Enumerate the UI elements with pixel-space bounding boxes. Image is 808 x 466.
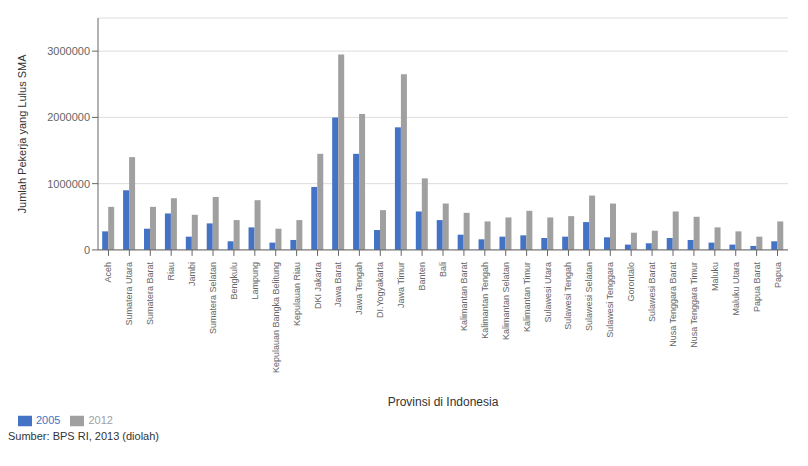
svg-text:Bengkulu: Bengkulu xyxy=(229,262,239,300)
svg-text:Banten: Banten xyxy=(417,262,427,291)
svg-text:Nusa Tenggara Timur: Nusa Tenggara Timur xyxy=(689,262,699,348)
svg-text:Aceh: Aceh xyxy=(103,262,113,283)
svg-text:Provinsi di Indonesia: Provinsi di Indonesia xyxy=(388,395,499,409)
svg-text:Bali: Bali xyxy=(438,262,448,277)
html-text:2012: 2012 xyxy=(88,413,113,426)
svg-text:3000000: 3000000 xyxy=(47,45,90,57)
svg-text:Jawa Tengah: Jawa Tengah xyxy=(354,262,364,315)
svg-text:Jawa Timur: Jawa Timur xyxy=(396,262,406,308)
svg-text:Sulawesi Selatan: Sulawesi Selatan xyxy=(584,262,594,331)
svg-text:Jawa Barat: Jawa Barat xyxy=(333,261,343,307)
svg-text:DKI Jakarta: DKI Jakarta xyxy=(313,262,323,309)
svg-text:2000000: 2000000 xyxy=(47,111,90,123)
svg-text:Riau: Riau xyxy=(166,262,176,281)
svg-text:Sumatera Utara: Sumatera Utara xyxy=(124,262,134,326)
svg-text:Sulawesi Tengah: Sulawesi Tengah xyxy=(563,262,573,330)
svg-text:Gorontalo: Gorontalo xyxy=(626,262,636,302)
html-text:2005: 2005 xyxy=(36,413,61,426)
svg-text:1000000: 1000000 xyxy=(47,178,90,190)
svg-text:0: 0 xyxy=(84,244,90,256)
html-text:Sumber: BPS RI, 2013 (diolah): Sumber: BPS RI, 2013 (diolah) xyxy=(8,430,159,442)
svg-text:Kalimantan Barat: Kalimantan Barat xyxy=(459,261,469,331)
svg-text:Kalimantan Selatan: Kalimantan Selatan xyxy=(501,262,511,340)
svg-text:Sulawesi Utara: Sulawesi Utara xyxy=(543,262,553,323)
svg-text:Kepulauan Riau: Kepulauan Riau xyxy=(292,262,302,326)
svg-text:Nusa Tenggara Barat: Nusa Tenggara Barat xyxy=(668,261,678,346)
svg-text:DI.Yogyakarta: DI.Yogyakarta xyxy=(375,262,385,318)
svg-text:Maluku Utara: Maluku Utara xyxy=(731,262,741,316)
svg-text:Jumlah Pekerja yang Lulus SMA: Jumlah Pekerja yang Lulus SMA xyxy=(16,54,28,214)
svg-text:Sulawesi Barat: Sulawesi Barat xyxy=(647,261,657,322)
svg-text:Maluku: Maluku xyxy=(710,262,720,291)
svg-text:Kalimantan Timur: Kalimantan Timur xyxy=(522,262,532,332)
svg-text:Sumatera Selatan: Sumatera Selatan xyxy=(208,262,218,334)
svg-text:Sumatera Barat: Sumatera Barat xyxy=(145,261,155,325)
svg-text:Papua Barat: Papua Barat xyxy=(752,261,762,312)
svg-text:Kalimantan Tengah: Kalimantan Tengah xyxy=(480,262,490,339)
svg-text:Lampung: Lampung xyxy=(250,262,260,300)
svg-text:Jambi: Jambi xyxy=(187,262,197,286)
svg-text:Kepulauan Bangka Belitung: Kepulauan Bangka Belitung xyxy=(271,262,281,373)
svg-text:Sulawesi Tenggara: Sulawesi Tenggara xyxy=(605,262,615,338)
svg-text:Papua: Papua xyxy=(773,262,783,288)
